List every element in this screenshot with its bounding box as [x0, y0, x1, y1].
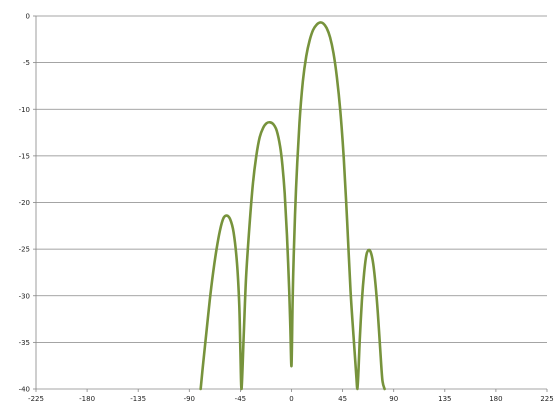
x-tick-label: 135: [438, 395, 451, 403]
y-tick-label: -15: [19, 152, 30, 160]
y-tick-label: -5: [23, 59, 30, 67]
x-tick-label: 225: [540, 395, 553, 403]
y-tick-label: 0: [26, 13, 30, 21]
y-tick-label: -35: [19, 339, 30, 347]
x-tick-label: 45: [338, 395, 347, 403]
x-tick-label: -135: [130, 395, 146, 403]
y-tick-label: -10: [19, 106, 30, 114]
x-tick-label: 0: [289, 395, 293, 403]
x-tick-label: -45: [235, 395, 246, 403]
axes: [33, 15, 548, 392]
y-tick-label: -30: [19, 292, 30, 300]
y-tick-labels: 0 -5 -10 -15 -20 -25 -30 -35 -40: [19, 13, 30, 394]
x-tick-label: -90: [184, 395, 195, 403]
x-tick-label: -225: [28, 395, 44, 403]
series-line: [199, 21, 386, 391]
x-tick-label: 180: [489, 395, 502, 403]
x-tick-label: -180: [79, 395, 95, 403]
y-tick-label: -40: [19, 386, 30, 394]
y-tick-label: -25: [19, 246, 30, 254]
y-tick-label: -20: [19, 199, 30, 207]
series-group: [199, 21, 386, 391]
x-tick-labels: -225 -180 -135 -90 -45 0 45 90 135 180 225: [28, 395, 554, 403]
x-tick-label: 90: [389, 395, 398, 403]
